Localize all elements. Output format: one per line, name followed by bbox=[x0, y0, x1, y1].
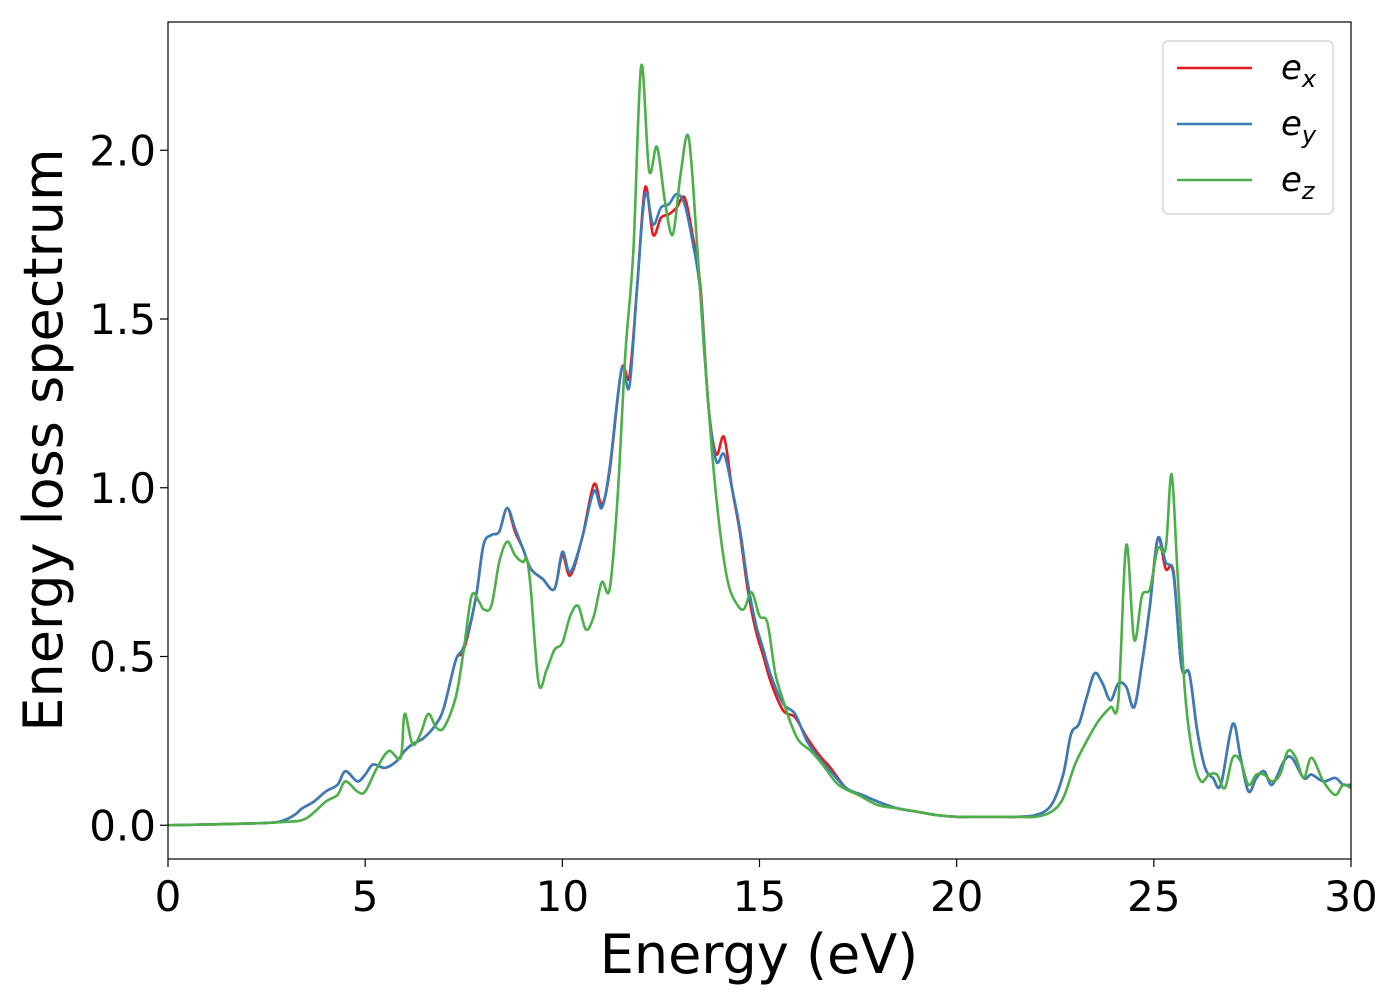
y-tick-label: 0.0 bbox=[89, 801, 156, 850]
series-line-y bbox=[168, 191, 1351, 827]
series-layer bbox=[168, 63, 1351, 827]
y-axis-title: Energy loss spectrum bbox=[12, 148, 75, 731]
x-axis: 0 5 10 15 20 25 30 bbox=[155, 859, 1378, 921]
x-axis-title: Energy (eV) bbox=[600, 923, 919, 986]
x-tick-label: 20 bbox=[930, 872, 983, 921]
legend-label-subscript: x bbox=[1301, 65, 1317, 93]
legend-label-subscript: y bbox=[1301, 121, 1317, 149]
legend-label-base: e bbox=[1281, 48, 1302, 88]
series-group bbox=[168, 63, 1351, 827]
x-tick-label: 15 bbox=[733, 872, 786, 921]
y-tick-label: 1.5 bbox=[89, 295, 156, 344]
legend-label-x: ex bbox=[1281, 48, 1317, 93]
x-tick-label: 5 bbox=[352, 872, 379, 921]
legend-frame bbox=[1162, 40, 1334, 215]
y-tick-label: 0.5 bbox=[89, 633, 156, 682]
legend-label-base: e bbox=[1281, 104, 1302, 144]
y-tick-label: 2.0 bbox=[89, 126, 156, 175]
legend-label-z: ez bbox=[1281, 160, 1316, 205]
x-tick-label: 10 bbox=[536, 872, 589, 921]
legend-label-subscript: z bbox=[1301, 177, 1316, 205]
legend-label-base: e bbox=[1281, 160, 1302, 200]
x-tick-label: 25 bbox=[1127, 872, 1180, 921]
x-tick-label: 30 bbox=[1324, 872, 1377, 921]
y-axis: 0.0 0.5 1.0 1.5 2.0 bbox=[89, 126, 168, 850]
series-line-z bbox=[168, 63, 1351, 827]
y-tick-label: 1.0 bbox=[89, 464, 156, 513]
x-tick-label: 0 bbox=[155, 872, 182, 921]
legend-label-y: ey bbox=[1281, 104, 1317, 149]
